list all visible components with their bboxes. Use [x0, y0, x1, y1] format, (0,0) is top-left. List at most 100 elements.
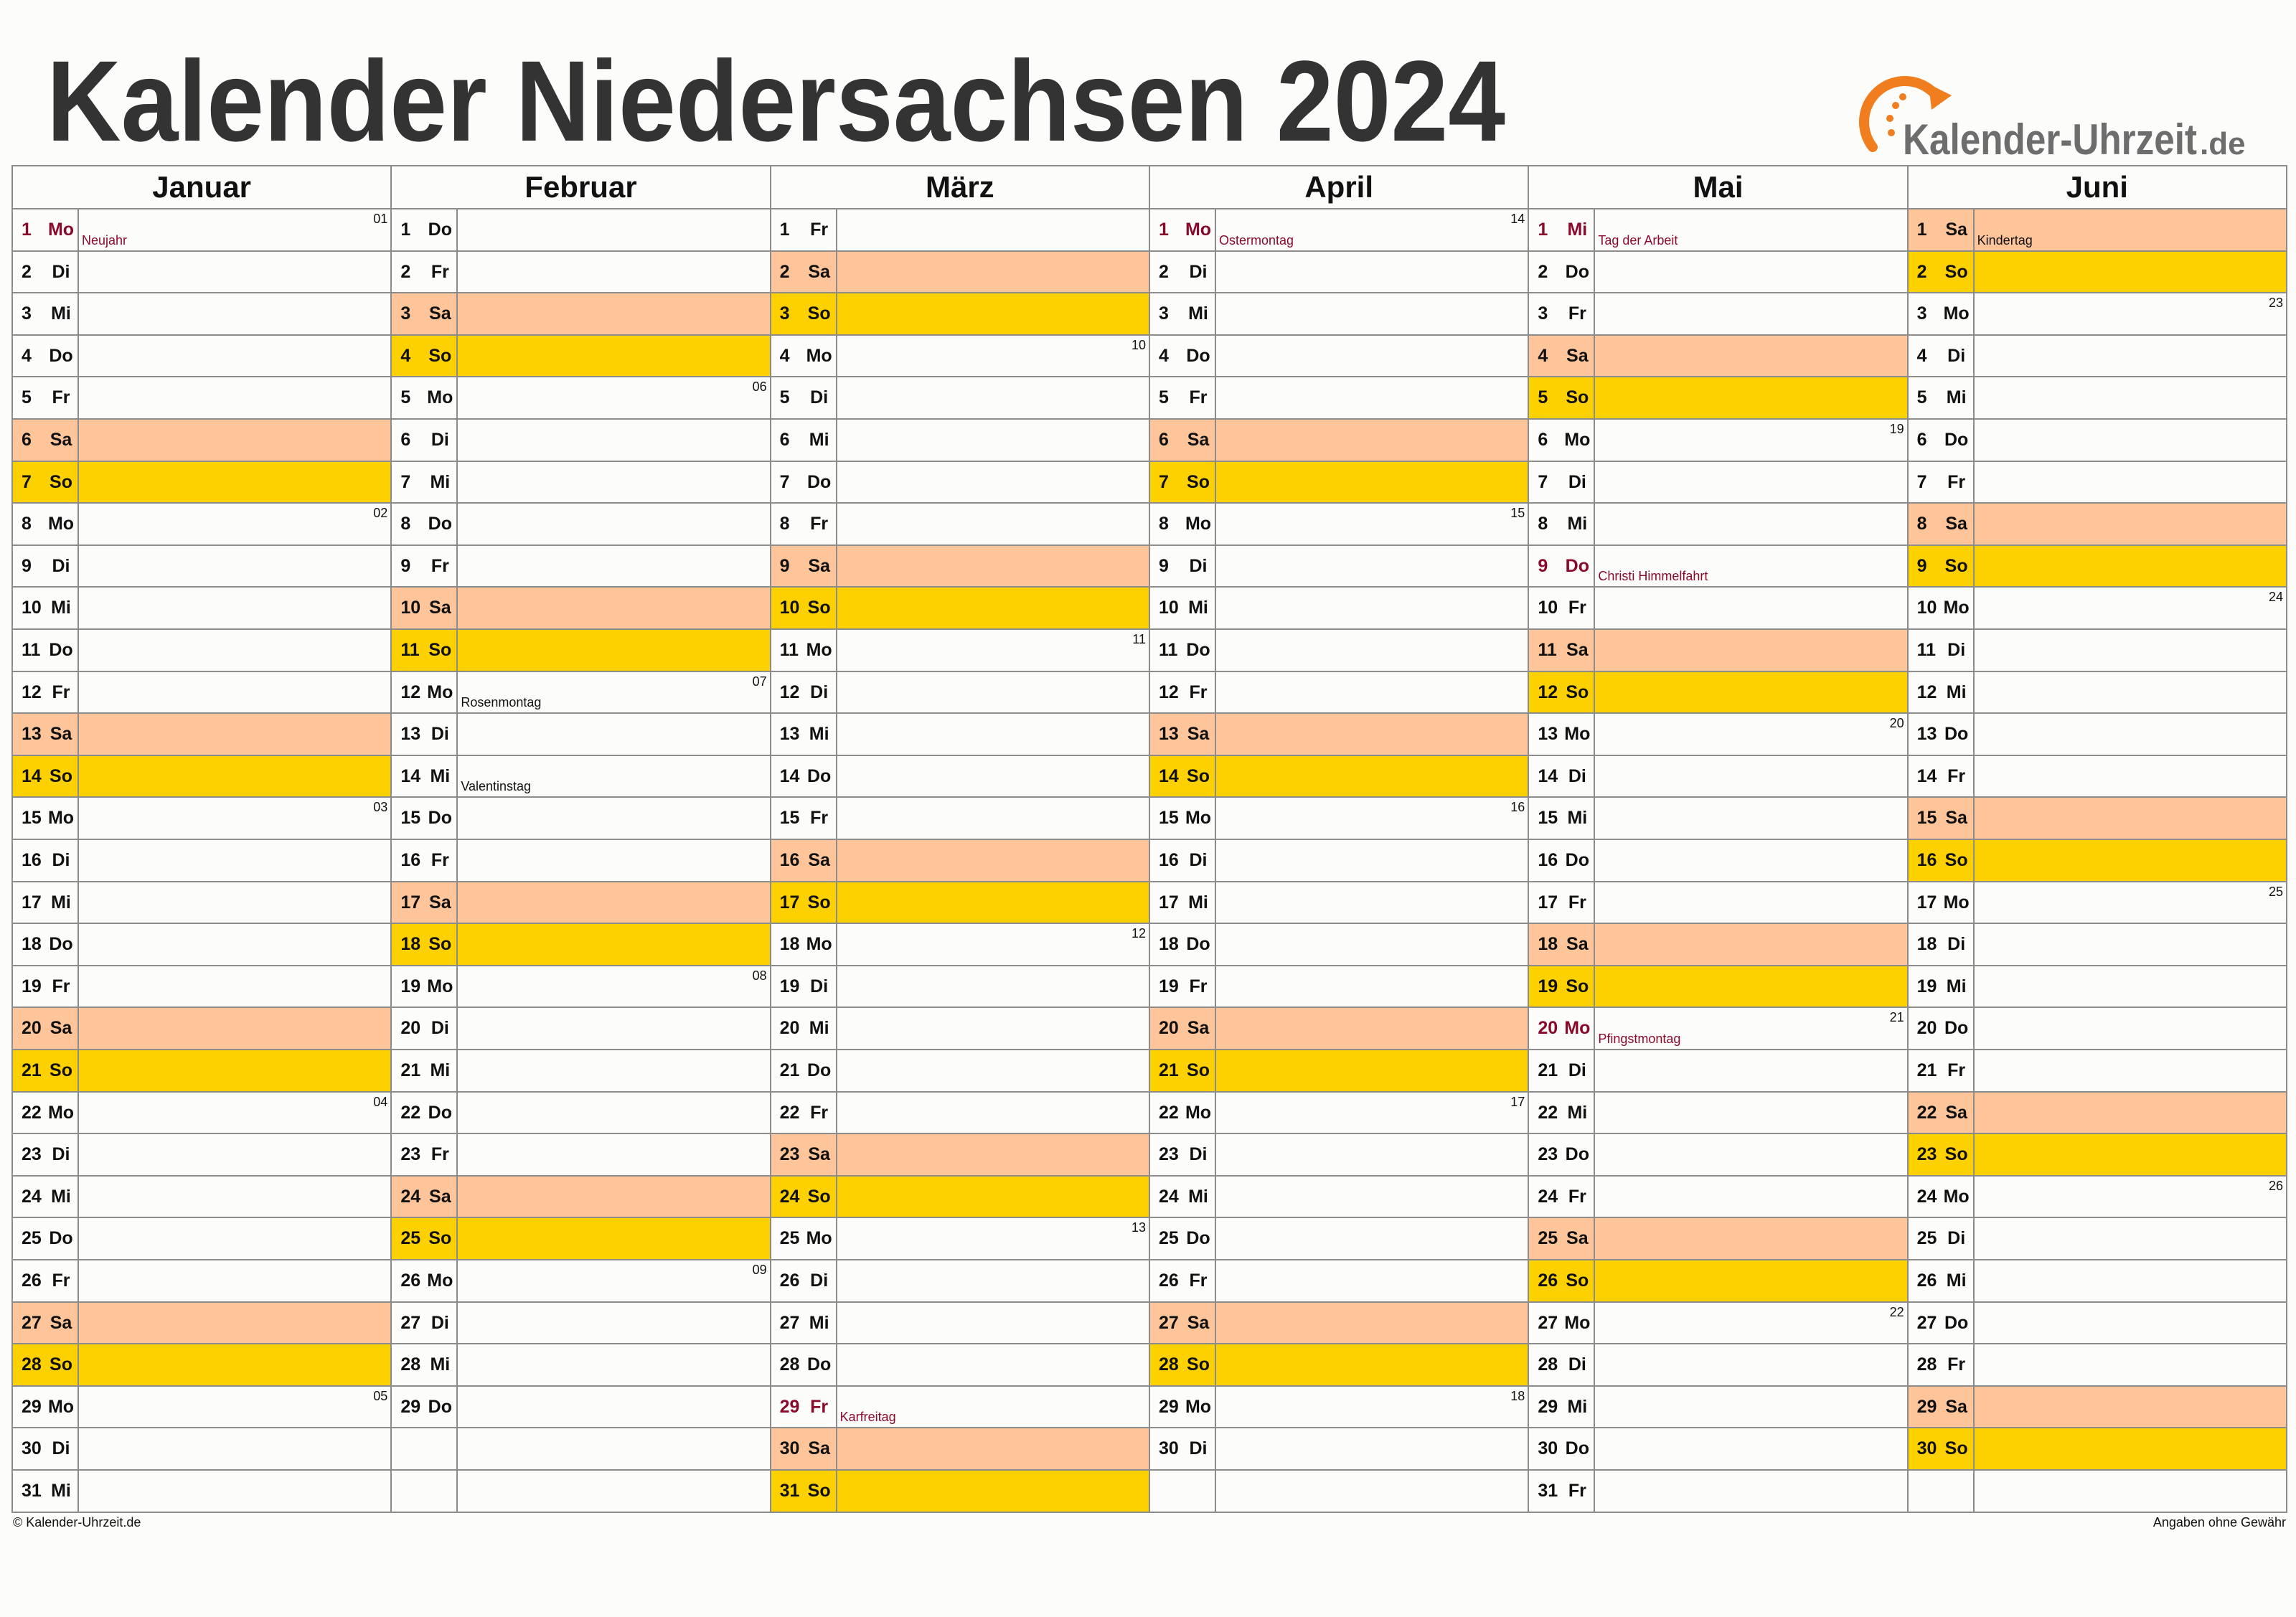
day-cell: 3 Sa — [392, 293, 458, 336]
day-number: 6 — [1159, 430, 1169, 450]
day-cell: 24 Mo — [1908, 1176, 1975, 1219]
weekday: Di — [1568, 765, 1586, 786]
note-cell — [1974, 1092, 2287, 1135]
day-cell: 5 Mi — [1908, 377, 1975, 420]
day-number: 20 — [1159, 1018, 1179, 1039]
day-number: 8 — [400, 514, 411, 534]
day-number: 25 — [1916, 1228, 1937, 1249]
note-cell: 17 — [1216, 1092, 1530, 1135]
day-cell: 19 Mo — [392, 966, 458, 1009]
day-number: 28 — [1538, 1354, 1558, 1375]
week-number: 16 — [1510, 800, 1525, 815]
day-cell: 2 Di — [13, 251, 79, 294]
holiday-note: Valentinstag — [461, 779, 532, 794]
note-cell — [837, 1428, 1150, 1471]
day-cell: 31 So — [771, 1471, 837, 1513]
day-cell: 21 So — [13, 1050, 79, 1093]
weekday: Fr — [1947, 1060, 1966, 1080]
day-cell: 3 Mi — [13, 293, 79, 336]
note-cell — [837, 1092, 1150, 1135]
day-cell: 22 Mo — [13, 1092, 79, 1135]
weekday: Mi — [430, 1060, 451, 1080]
note-cell — [1974, 377, 2287, 420]
day-cell: 12 Fr — [13, 671, 79, 715]
day-cell: 7 Di — [1529, 461, 1596, 504]
logo-arrow — [1929, 84, 1952, 110]
day-cell: 18 Do — [1150, 924, 1216, 966]
day-cell: 15 Mi — [1529, 798, 1596, 840]
weekday: Mo — [1564, 724, 1591, 745]
note-cell — [837, 882, 1150, 925]
day-cell: 20 Di — [392, 1008, 458, 1050]
day-number: 3 — [1159, 303, 1169, 324]
day-number: 3 — [779, 303, 790, 324]
weekday: Sa — [1945, 514, 1967, 534]
weekday: Di — [1189, 261, 1208, 282]
day-cell: 9 Di — [1150, 545, 1216, 588]
day-number: 1 — [1916, 220, 1927, 240]
day-cell: 20 Mo — [1529, 1008, 1596, 1050]
day-cell: 25 So — [392, 1218, 458, 1260]
note-cell — [458, 1428, 771, 1471]
day-cell: 6 Do — [1908, 420, 1975, 462]
day-cell: 12 Fr — [1150, 671, 1216, 715]
day-number: 29 — [400, 1396, 421, 1417]
logo: Kalender-Uhrzeit .de — [1859, 76, 2246, 164]
day-cell: 22 Mi — [1529, 1092, 1596, 1135]
week-number: 11 — [1132, 632, 1146, 646]
day-number: 26 — [1538, 1270, 1558, 1291]
title-area: Kalender Niedersachsen 2024 — [47, 37, 1505, 161]
note-cell — [1974, 545, 2287, 588]
day-number: 1 — [22, 220, 32, 240]
day-number: 16 — [1916, 850, 1937, 870]
weekday: Mi — [51, 598, 71, 618]
day-cell: 11 So — [392, 630, 458, 672]
note-cell: 21 Pfingstmontag — [1595, 1008, 1909, 1050]
weekday: Mo — [47, 808, 75, 829]
day-number: 5 — [779, 387, 790, 408]
weekday: So — [1944, 1144, 1968, 1165]
note-cell — [1974, 1134, 2287, 1177]
weekday: Fr — [1568, 1186, 1586, 1207]
day-number: 23 — [400, 1144, 421, 1165]
note-cell — [458, 251, 771, 294]
day-cell: 22 Sa — [1908, 1092, 1975, 1135]
day-number: 12 — [1538, 682, 1558, 702]
note-cell — [1974, 714, 2287, 756]
weekday: Sa — [1187, 724, 1210, 745]
weekday: Di — [1189, 1144, 1208, 1165]
day-number: 29 — [1538, 1396, 1558, 1417]
weekday: So — [50, 471, 72, 492]
day-number: 19 — [400, 976, 421, 996]
day-number: 22 — [1916, 1102, 1937, 1123]
holiday-note: Pfingstmontag — [1598, 1031, 1681, 1046]
day-number: 9 — [1159, 555, 1169, 576]
note-cell — [79, 924, 392, 966]
day-number: 13 — [1916, 724, 1937, 745]
day-number: 24 — [1916, 1186, 1937, 1207]
day-number: 26 — [400, 1270, 421, 1291]
note-cell — [1974, 1428, 2287, 1471]
note-cell — [79, 420, 392, 462]
weekday: So — [428, 345, 452, 366]
day-number: 31 — [22, 1481, 42, 1501]
note-cell — [1595, 1176, 1909, 1219]
note-cell — [79, 1302, 392, 1345]
note-cell: 12 — [837, 924, 1150, 966]
weekday: Fr — [430, 261, 449, 282]
day-number: 19 — [1159, 976, 1179, 996]
weekday: So — [807, 598, 831, 618]
weekday: Sa — [50, 430, 72, 450]
note-cell — [1216, 882, 1530, 925]
day-number: 9 — [1538, 555, 1548, 576]
day-cell: 8 Do — [392, 504, 458, 546]
day-cell: 14 Di — [1529, 755, 1596, 798]
day-cell: 13 Do — [1908, 714, 1975, 756]
week-number: 10 — [1131, 337, 1146, 352]
note-cell — [458, 293, 771, 336]
weekday: Fr — [430, 850, 449, 870]
day-number: 26 — [779, 1270, 800, 1291]
day-cell: 16 Do — [1529, 840, 1596, 882]
day-number: 11 — [22, 640, 41, 660]
note-cell — [1974, 251, 2287, 294]
